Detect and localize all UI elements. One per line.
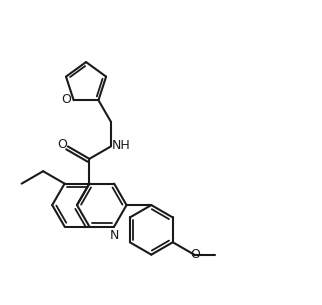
Text: O: O bbox=[62, 93, 71, 106]
Text: N: N bbox=[110, 228, 119, 242]
Text: NH: NH bbox=[112, 139, 130, 152]
Text: O: O bbox=[58, 138, 67, 151]
Text: O: O bbox=[190, 248, 200, 261]
